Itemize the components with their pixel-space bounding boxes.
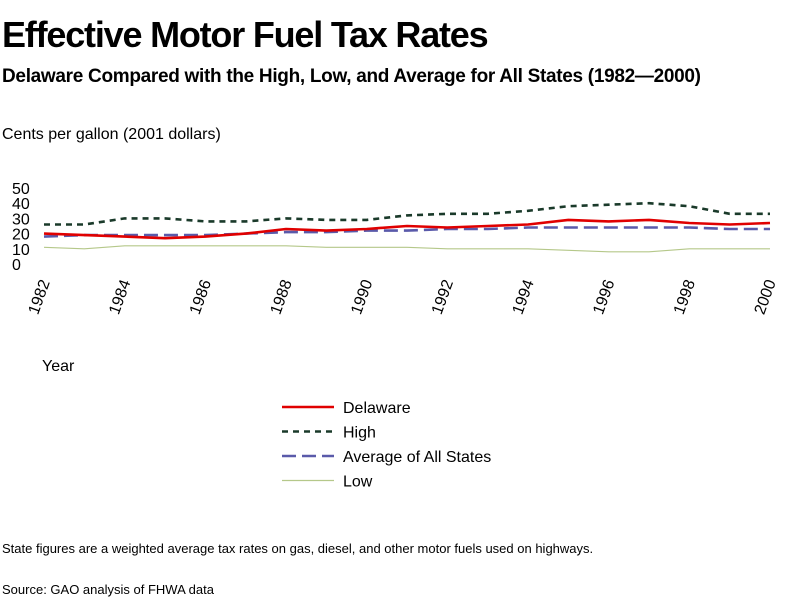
x-axis-label: Year bbox=[42, 358, 75, 375]
y-tick-label: 0 bbox=[12, 257, 21, 274]
x-tick-label: 2000 bbox=[752, 277, 780, 316]
chart-title: Effective Motor Fuel Tax Rates bbox=[2, 14, 489, 55]
series-line-high bbox=[44, 201, 770, 226]
y-tick-label: 20 bbox=[12, 227, 30, 244]
source-note: Source: GAO analysis of FHWA data bbox=[2, 582, 214, 597]
y-tick-label: 30 bbox=[12, 211, 30, 228]
y-tick-label: 50 bbox=[12, 181, 30, 198]
series-line-low bbox=[43, 245, 770, 253]
y-tick-label: 40 bbox=[12, 196, 30, 213]
x-tick-label: 1990 bbox=[348, 277, 376, 316]
legend-label-average-of-all-states: Average of All States bbox=[343, 449, 491, 466]
x-tick-label: 1994 bbox=[510, 277, 538, 316]
x-tick-label: 1992 bbox=[429, 277, 457, 316]
legend-label-low: Low bbox=[343, 474, 373, 491]
series-line-delaware bbox=[43, 218, 771, 240]
legend-label-high: High bbox=[343, 425, 376, 442]
x-tick-label: 1986 bbox=[187, 277, 215, 316]
x-tick-label: 1982 bbox=[26, 277, 54, 316]
x-tick-label: 1998 bbox=[671, 277, 699, 316]
y-axis-units-label: Cents per gallon (2001 dollars) bbox=[2, 126, 221, 143]
series-line-average-of-all-states bbox=[43, 226, 770, 238]
x-tick-label: 1984 bbox=[106, 277, 134, 316]
y-tick-label: 10 bbox=[12, 242, 30, 259]
chart-subtitle: Delaware Compared with the High, Low, an… bbox=[2, 66, 701, 87]
x-tick-label: 1996 bbox=[590, 277, 618, 316]
footnote: State figures are a weighted average tax… bbox=[2, 541, 594, 556]
x-tick-label: 1988 bbox=[268, 277, 296, 316]
legend-label-delaware: Delaware bbox=[343, 400, 411, 417]
